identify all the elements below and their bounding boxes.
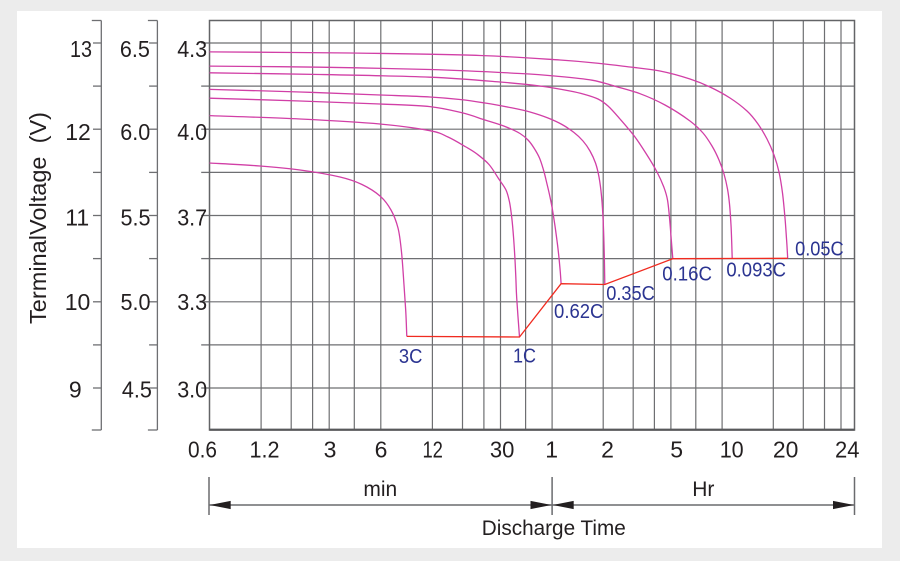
svg-text:12: 12 [422,437,443,463]
svg-text:3C: 3C [399,346,423,368]
svg-text:10: 10 [720,437,744,463]
svg-text:0.16C: 0.16C [662,264,712,286]
svg-text:5: 5 [670,437,683,463]
svg-text:6.0: 6.0 [120,119,150,145]
svg-text:TerminalVoltage (V): TerminalVoltage (V) [25,112,51,324]
svg-text:4.5: 4.5 [122,377,152,403]
svg-text:20: 20 [773,437,799,463]
svg-text:3.7: 3.7 [177,205,207,231]
svg-text:Hr: Hr [692,478,714,501]
svg-text:Discharge Time: Discharge Time [482,517,626,540]
svg-text:0.35C: 0.35C [606,283,655,305]
svg-text:9: 9 [69,377,82,403]
svg-text:6.5: 6.5 [120,36,150,62]
svg-text:10: 10 [65,289,91,315]
svg-text:3.3: 3.3 [177,289,207,315]
svg-text:12: 12 [65,119,91,145]
svg-text:30: 30 [490,437,515,463]
svg-text:1C: 1C [513,346,536,368]
svg-text:3.0: 3.0 [177,377,207,403]
svg-text:11: 11 [65,205,89,231]
svg-text:4.0: 4.0 [177,119,207,145]
svg-text:24: 24 [835,437,860,463]
svg-text:0.093C: 0.093C [726,260,786,282]
svg-text:13: 13 [70,36,92,62]
svg-text:0.05C: 0.05C [795,239,844,261]
svg-text:0.6: 0.6 [188,437,217,463]
svg-text:1.2: 1.2 [250,437,280,463]
svg-text:5.0: 5.0 [121,289,151,315]
svg-text:0.62C: 0.62C [554,301,603,323]
svg-text:1: 1 [545,437,558,463]
svg-text:2: 2 [601,437,614,463]
svg-text:4.3: 4.3 [177,36,207,62]
svg-text:min: min [363,478,397,501]
svg-text:5.5: 5.5 [121,205,151,231]
svg-text:3: 3 [324,437,337,463]
svg-text:6: 6 [375,437,388,463]
